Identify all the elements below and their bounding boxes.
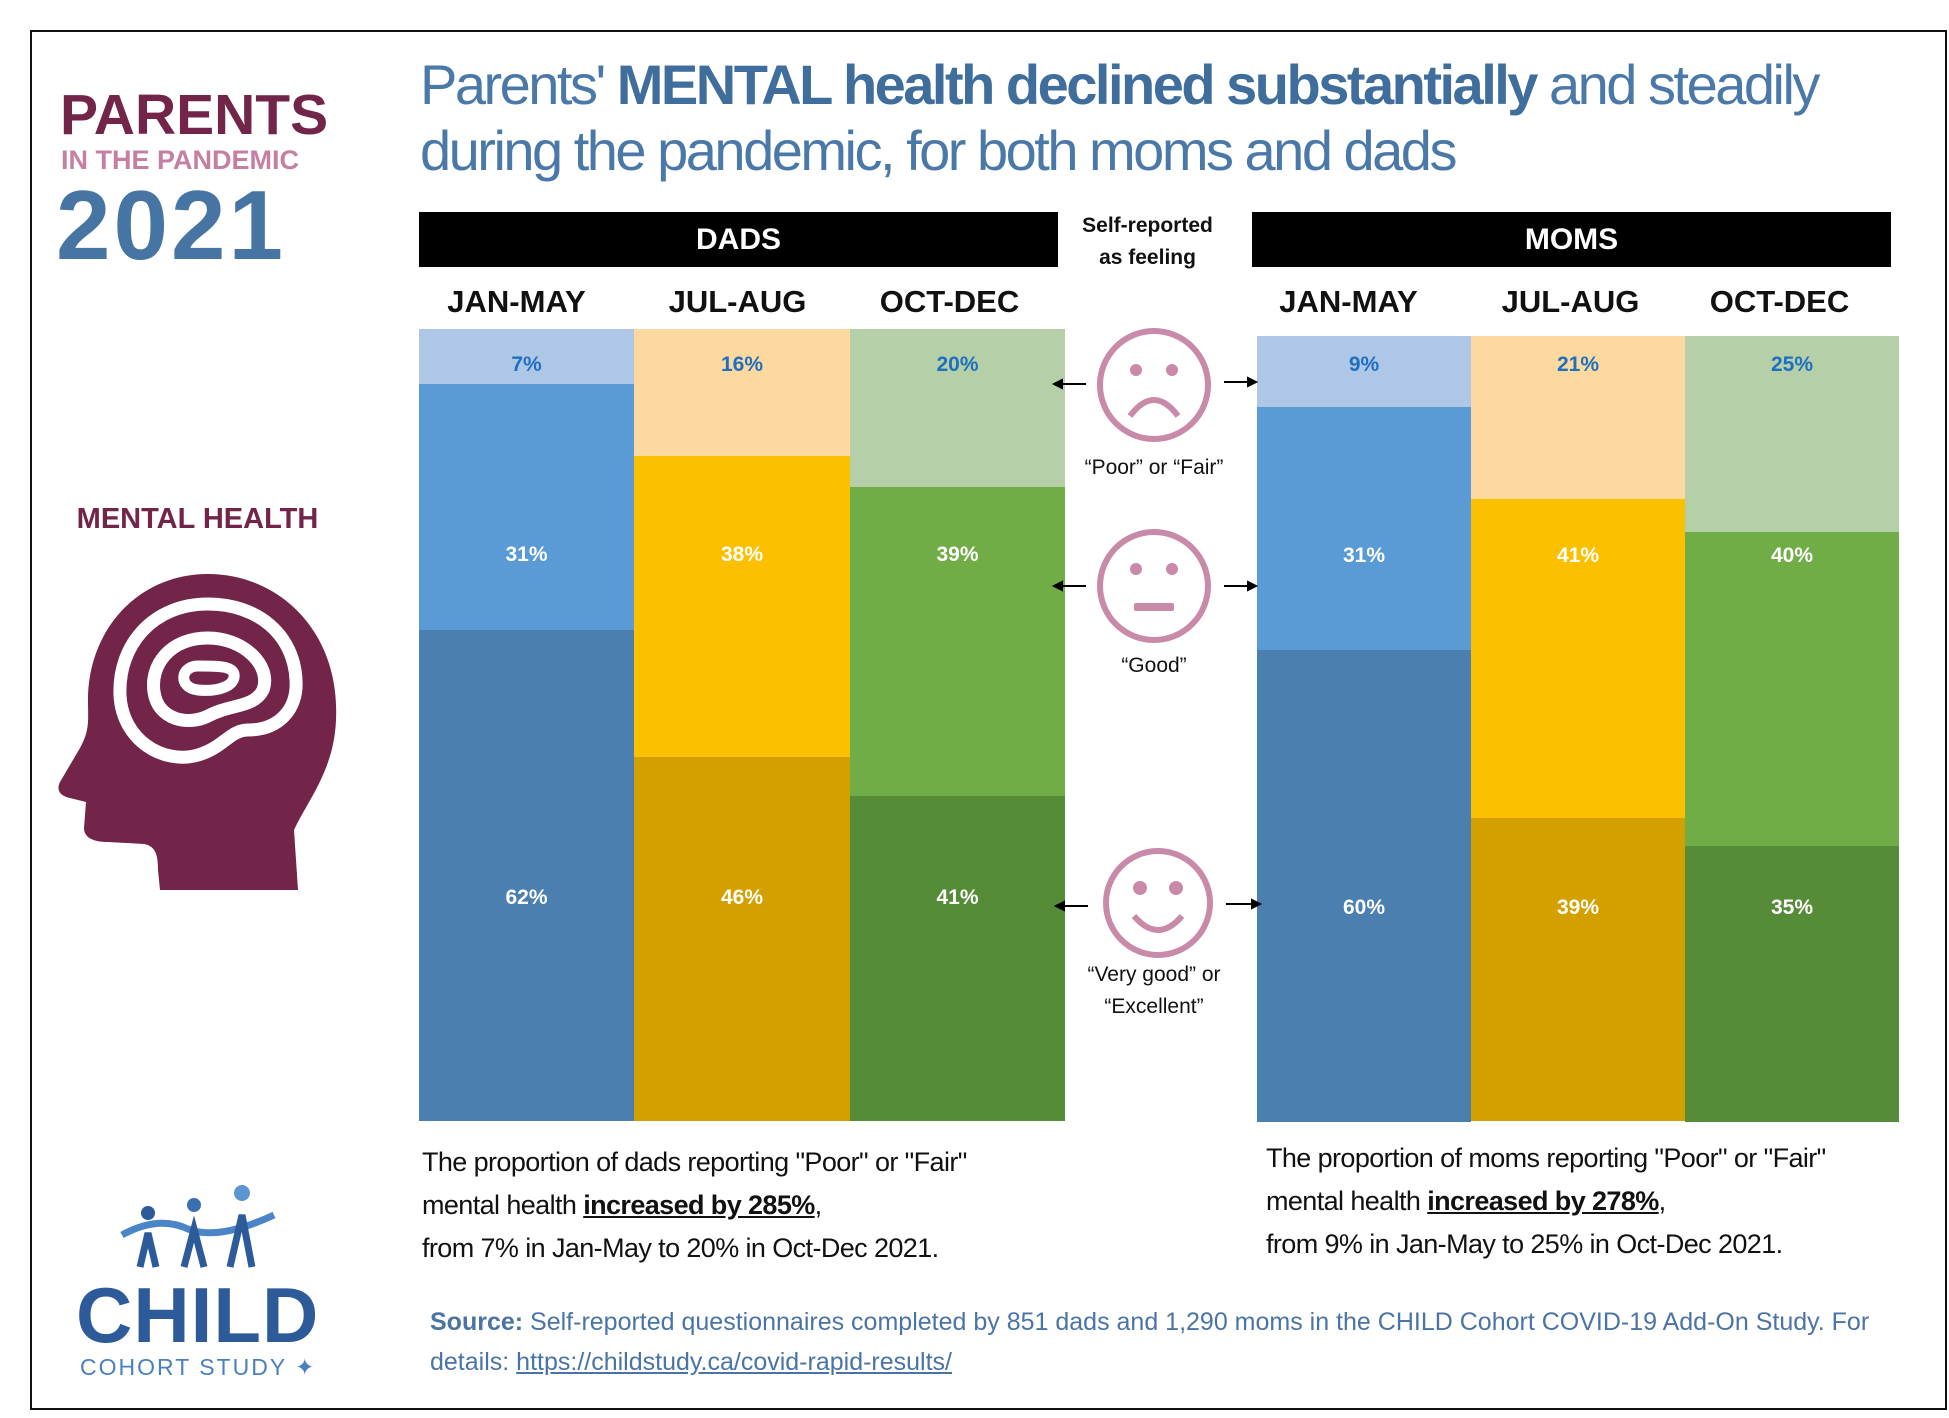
moms-col-header: OCT-DEC xyxy=(1709,284,1850,319)
moms-data-label: 9% xyxy=(1348,353,1380,376)
moms-caption-line2c: , xyxy=(1658,1186,1666,1216)
moms-bar-segment xyxy=(1471,817,1685,1122)
dads-increase: increased by 285% xyxy=(583,1190,815,1220)
moms-bar-segment xyxy=(1685,336,1899,533)
moms-data-label: 39% xyxy=(1556,896,1600,919)
page-title: Parents' MENTAL health declined substant… xyxy=(420,52,1920,184)
dads-data-label: 39% xyxy=(936,543,979,566)
self-reported-line2: as feeling xyxy=(1099,246,1196,269)
dads-data-label: 16% xyxy=(720,353,764,376)
dads-caption: The proportion of dads reporting "Poor" … xyxy=(422,1141,967,1270)
happy-face-icon xyxy=(1053,848,1263,958)
dads-caption-line1: The proportion of dads reporting "Poor" … xyxy=(422,1147,967,1177)
dads-header: DADS xyxy=(419,212,1058,267)
moms-increase: increased by 278% xyxy=(1427,1186,1659,1216)
happy-label-line2: “Excellent” xyxy=(1104,995,1204,1018)
moms-bar-segment xyxy=(1257,406,1471,651)
moms-data-label: 60% xyxy=(1342,896,1386,919)
moms-data-label: 25% xyxy=(1770,353,1814,376)
title-bold: MENTAL health declined substantially xyxy=(616,53,1539,116)
dads-caption-line2a: mental health xyxy=(422,1190,584,1220)
self-reported-label: Self-reported as feeling xyxy=(1070,210,1225,274)
happy-label-line1: “Very good” or xyxy=(1087,963,1221,986)
dads-bar-segment xyxy=(419,329,634,385)
dads-data-label: 20% xyxy=(936,353,979,376)
moms-caption-line1: The proportion of moms reporting "Poor" … xyxy=(1266,1143,1826,1173)
source-label: Source: xyxy=(430,1308,524,1336)
moms-col-header: JUL-AUG xyxy=(1501,284,1640,319)
dads-bar-segment xyxy=(634,329,850,457)
self-reported-line1: Self-reported xyxy=(1082,214,1213,237)
moms-caption: The proportion of moms reporting "Poor" … xyxy=(1266,1137,1826,1266)
moms-bar-segment xyxy=(1257,336,1471,408)
dads-bar-segment xyxy=(850,796,1065,1122)
moms-data-label: 21% xyxy=(1556,353,1600,376)
frame-border xyxy=(30,30,1947,1410)
sad-face-icon xyxy=(1051,328,1259,442)
child-family-icon xyxy=(120,1185,276,1268)
brain-head-icon xyxy=(58,574,337,890)
topic-label: MENTAL HEALTH xyxy=(76,503,319,535)
source-link[interactable]: https://childstudy.ca/covid-rapid-result… xyxy=(516,1348,952,1376)
dads-bar-segment xyxy=(850,329,1065,488)
dads-caption-line3: from 7% in Jan-May to 20% in Oct-Dec 202… xyxy=(422,1233,939,1263)
dads-data-label: 38% xyxy=(720,543,764,566)
neutral-face-label: “Good” xyxy=(1121,654,1187,677)
moms-data-label: 41% xyxy=(1556,544,1600,567)
dads-col-header: JUL-AUG xyxy=(668,284,807,319)
cohort-study-label: COHORT STUDY xyxy=(80,1354,287,1380)
logo-in-the-pandemic: IN THE PANDEMIC xyxy=(61,145,300,175)
moms-data-label: 31% xyxy=(1342,544,1386,567)
dads-col-header: JAN-MAY xyxy=(447,284,586,319)
dads-caption-line2c: , xyxy=(814,1190,822,1220)
title-pre: Parents' xyxy=(420,53,617,116)
logo-parents: PARENTS xyxy=(60,83,329,147)
source-note: Source: Self-reported questionnaires com… xyxy=(430,1302,1870,1382)
dads-data-label: 7% xyxy=(511,353,542,376)
dads-data-label: 31% xyxy=(505,543,548,566)
sad-face-label: “Poor” or “Fair” xyxy=(1084,456,1224,479)
moms-bar-segment xyxy=(1685,846,1899,1122)
neutral-face-icon xyxy=(1051,529,1259,643)
moms-bar-segment xyxy=(1471,336,1685,500)
dads-bar-segment xyxy=(850,487,1065,797)
dads-data-label: 41% xyxy=(936,886,979,909)
dads-col-header: OCT-DEC xyxy=(879,284,1020,319)
moms-data-label: 40% xyxy=(1770,544,1814,567)
maple-leaf-icon: ✦ xyxy=(295,1354,317,1380)
logo-year: 2021 xyxy=(56,170,287,280)
moms-header: MOMS xyxy=(1252,212,1891,267)
dads-data-label: 46% xyxy=(720,886,764,909)
moms-bar-segment xyxy=(1685,532,1899,847)
dads-bar-segment xyxy=(419,629,634,1122)
dads-bar-segment xyxy=(634,756,850,1122)
moms-col-header: JAN-MAY xyxy=(1279,284,1418,319)
source-text: Self-reported questionnaires completed b… xyxy=(430,1308,1870,1376)
moms-caption-line2a: mental health xyxy=(1266,1186,1428,1216)
dads-bar-segment xyxy=(419,384,634,631)
happy-face-label: “Very good” or “Excellent” xyxy=(1054,959,1254,1023)
moms-bar-segment xyxy=(1471,499,1685,819)
child-logo-text: CHILD xyxy=(76,1271,320,1359)
title-post: and steadily during the pandemic, for bo… xyxy=(420,53,1820,182)
moms-caption-line3: from 9% in Jan-May to 25% in Oct-Dec 202… xyxy=(1266,1229,1783,1259)
dads-bar-segment xyxy=(634,455,850,758)
moms-bar-segment xyxy=(1257,650,1471,1122)
dads-data-label: 62% xyxy=(505,886,548,909)
cohort-study-text: COHORT STUDY ✦ xyxy=(80,1354,316,1380)
moms-data-label: 35% xyxy=(1770,896,1814,919)
